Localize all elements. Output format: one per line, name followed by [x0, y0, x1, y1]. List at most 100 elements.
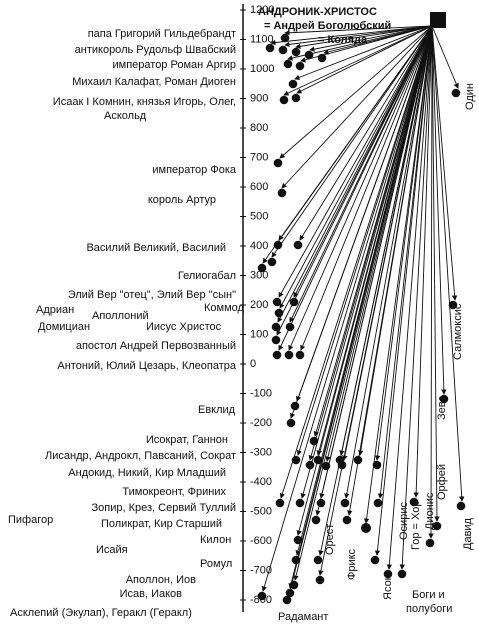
person-label: Асклепий (Экулап), Геракл (Геракл): [10, 607, 192, 619]
person-dot: [275, 498, 285, 508]
tick-label: -700: [250, 564, 272, 576]
person-dot: [283, 59, 293, 69]
person-label: Исайя: [96, 544, 128, 556]
person-dot: [361, 523, 371, 533]
tick-label: 200: [250, 299, 268, 311]
arrow: [399, 25, 433, 570]
person-label: антикороль Рудольф Швабский: [75, 44, 236, 56]
arrow: [287, 25, 433, 61]
deity-label: Фрикс: [346, 548, 358, 580]
person-label: Аполлоний: [92, 310, 149, 322]
person-dot: [272, 297, 282, 307]
deity-label: Один: [464, 83, 476, 110]
person-label: апостол Андрей Первозванный: [76, 340, 236, 352]
header-line: = Андрей Боголюбский: [264, 20, 391, 32]
arrow: [377, 25, 433, 499]
arrow: [431, 25, 465, 502]
person-label: Василий Великий, Василий: [86, 242, 226, 254]
header-line: АНДРОНИК-ХРИСТОС: [258, 6, 377, 18]
arrow: [296, 25, 433, 94]
person-dot: [279, 95, 289, 105]
person-dot: [293, 240, 303, 250]
tick-label: -100: [250, 387, 272, 399]
tick-label: 1000: [250, 63, 274, 75]
arrow: [300, 25, 433, 63]
person-label: Адриан: [36, 304, 74, 316]
person-label: Коммод: [204, 302, 245, 314]
arrow: [428, 25, 434, 539]
arrow: [279, 25, 433, 309]
person-dot: [439, 394, 449, 404]
tick-label: 100: [250, 328, 268, 340]
person-label: Исократ, Ганнон: [146, 434, 228, 446]
person-label: Аскольд: [104, 110, 147, 122]
tick-label: -400: [250, 476, 272, 488]
arrow: [318, 25, 433, 556]
person-label: Лисандр, Андрокл, Павсаний, Сократ: [45, 450, 236, 462]
tick-label: 300: [250, 269, 268, 281]
arrow: [386, 25, 433, 570]
person-dot: [311, 515, 321, 525]
person-dot: [316, 498, 326, 508]
person-dot: [373, 498, 383, 508]
person-dot: [271, 335, 281, 345]
person-label: Гелиогабал: [178, 270, 236, 282]
person-dot: [257, 263, 267, 273]
person-dot: [282, 595, 292, 605]
arrow: [279, 25, 433, 159]
person-label: император Роман Аргир: [113, 59, 237, 71]
deity-label: Осирис: [398, 502, 410, 540]
person-label: Иисус Христос: [146, 321, 222, 333]
person-dot: [267, 257, 277, 267]
tick-label: 0: [250, 358, 256, 370]
deity-label: Боги и: [412, 589, 445, 601]
arrow: [288, 25, 433, 351]
person-dot: [315, 575, 325, 585]
person-dot: [448, 300, 458, 310]
person-dot: [277, 188, 287, 198]
person-dot: [409, 497, 419, 507]
source-square: [430, 12, 446, 28]
person-dot: [291, 47, 301, 57]
person-dot: [451, 88, 461, 98]
tick-label: 800: [250, 122, 268, 134]
tick-label: 1200: [250, 4, 274, 16]
arrow: [289, 25, 433, 419]
person-label: папа Григорий Гильдебрандт: [88, 28, 236, 40]
tick-label: 600: [250, 181, 268, 193]
person-dot: [295, 498, 305, 508]
person-dot: [432, 521, 442, 531]
person-dot: [342, 515, 352, 525]
person-dot: [286, 418, 296, 428]
arrow: [300, 25, 433, 351]
arrow: [347, 25, 433, 516]
deity-label: Ясон: [382, 574, 394, 600]
person-dot: [340, 498, 350, 508]
person-dot: [288, 79, 298, 89]
arrow: [431, 25, 459, 89]
arrow: [283, 25, 433, 96]
arrow: [287, 25, 433, 596]
person-dot: [278, 45, 288, 55]
deity-label: Орфей: [436, 464, 448, 500]
person-dot: [313, 555, 323, 565]
deity-label: Дионис: [424, 492, 436, 530]
tick-label: 400: [250, 240, 268, 252]
person-label: Пифагор: [8, 514, 53, 526]
tick-label: -600: [250, 535, 272, 547]
person-label: Исав, Иаков: [120, 588, 183, 600]
arrow: [318, 25, 433, 576]
arrow: [261, 25, 433, 592]
person-dot: [383, 569, 393, 579]
arrow: [284, 25, 433, 48]
person-dot: [272, 350, 282, 360]
person-dot: [273, 158, 283, 168]
person-label: Килон: [200, 534, 231, 546]
person-dot: [425, 538, 435, 548]
person-dot: [370, 555, 380, 565]
person-label: император Фока: [152, 164, 237, 176]
tick-label: -300: [250, 446, 272, 458]
arrow: [431, 25, 447, 395]
arrow: [278, 25, 433, 298]
